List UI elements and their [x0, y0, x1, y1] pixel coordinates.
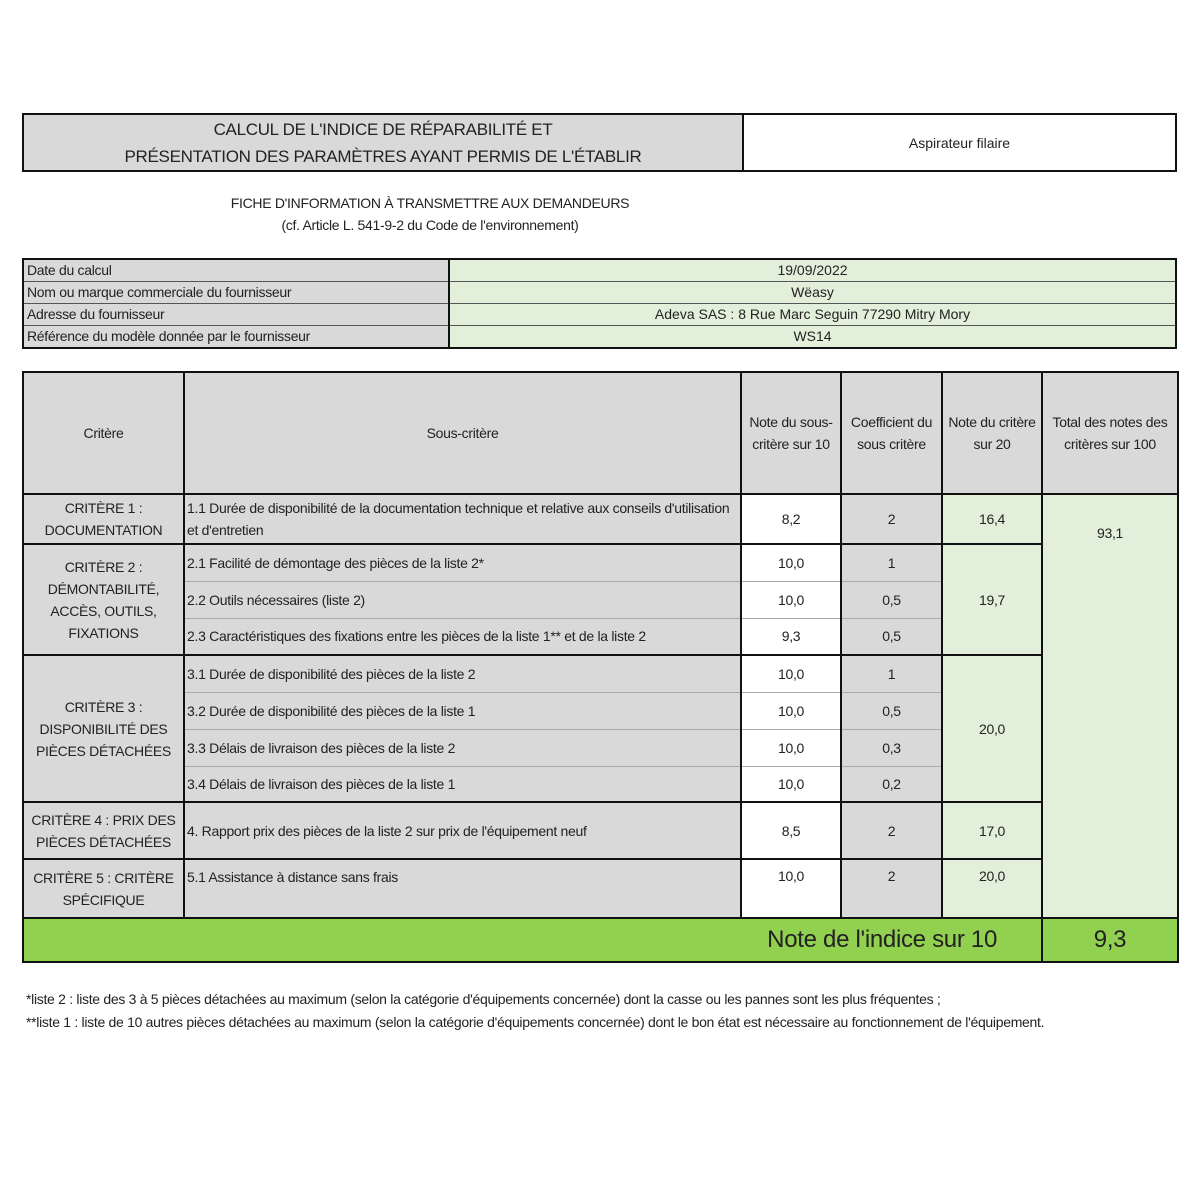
sub-coef: 0,5 — [840, 617, 943, 656]
sub-coef: 2 — [840, 801, 943, 860]
header-coef: Coefficient du sous critère — [840, 371, 943, 495]
info-table: Date du calcul 19/09/2022 Nom ou marque c… — [22, 258, 1177, 349]
sub-coef: 0,3 — [840, 728, 943, 767]
subtitle: FICHE D'INFORMATION À TRANSMETTRE AUX DE… — [0, 192, 860, 236]
header-sous-critere: Sous-critère — [183, 371, 742, 495]
info-value: Wëasy — [449, 281, 1176, 304]
footnote-liste-1: **liste 1 : liste de 10 autres pièces dé… — [26, 1014, 1045, 1030]
sub-coef: 2 — [840, 858, 943, 919]
table-row: CRITÈRE 2 : DÉMONTABILITÉ, ACCÈS, OUTILS… — [22, 543, 1178, 656]
sub-coef: 1 — [840, 654, 943, 693]
criterion-name: CRITÈRE 3 : DISPONIBILITÉ DES PIÈCES DÉT… — [22, 654, 185, 803]
info-row: Référence du modèle donnée par le fourni… — [23, 325, 1176, 349]
sub-note: 10,0 — [740, 728, 842, 767]
info-value: WS14 — [449, 325, 1176, 349]
table-row: 3.4 Délais de livraison des pièces de la… — [23, 765, 1178, 803]
table-row: CRITÈRE 5 : CRITÈRE SPÉCIFIQUE 5.1 Assis… — [22, 858, 1178, 919]
sub-criterion: 2.3 Caractéristiques des fixations entre… — [183, 617, 742, 656]
sub-coef: 2 — [840, 493, 943, 545]
criterion-name: CRITÈRE 1 : DOCUMENTATION — [22, 493, 185, 545]
index-value: 9,3 — [1041, 917, 1179, 963]
title-line-2: PRÉSENTATION DES PARAMÈTRES AYANT PERMIS… — [124, 146, 642, 166]
sub-note: 8,2 — [740, 493, 842, 545]
sub-note: 10,0 — [740, 858, 842, 919]
table-row: CRITÈRE 4 : PRIX DES PIÈCES DÉTACHÉES 4.… — [22, 801, 1178, 860]
sub-criterion: 2.2 Outils nécessaires (liste 2) — [183, 580, 742, 619]
total-score: 93,1 — [1041, 493, 1179, 919]
header-row: Critère Sous-critère Note du sous-critèr… — [22, 371, 1179, 495]
info-row: Nom ou marque commerciale du fournisseur… — [23, 281, 1176, 304]
table-row: 3.3 Délais de livraison des pièces de la… — [23, 728, 1178, 767]
sub-note: 10,0 — [740, 765, 842, 803]
table-row: CRITÈRE 3 : DISPONIBILITÉ DES PIÈCES DÉT… — [22, 654, 1178, 803]
sub-criterion: 2.1 Facilité de démontage des pièces de … — [183, 543, 742, 582]
title-line-1: CALCUL DE L'INDICE DE RÉPARABILITÉ ET — [213, 119, 553, 139]
criterion-name: CRITÈRE 4 : PRIX DES PIÈCES DÉTACHÉES — [22, 801, 185, 860]
document-title: CALCUL DE L'INDICE DE RÉPARABILITÉ ET PR… — [24, 115, 744, 170]
sub-coef: 0,5 — [840, 580, 943, 619]
criterion-note: 20,0 — [941, 858, 1043, 919]
sub-coef: 0,2 — [840, 765, 943, 803]
sub-note: 10,0 — [740, 654, 842, 693]
sub-note: 10,0 — [740, 580, 842, 619]
sub-coef: 1 — [840, 543, 943, 582]
header-note-sous: Note du sous-critère sur 10 — [740, 371, 842, 495]
table-row: 2.3 Caractéristiques des fixations entre… — [23, 617, 1178, 656]
sub-note: 10,0 — [740, 543, 842, 582]
sub-criterion: 3.2 Durée de disponibilité des pièces de… — [183, 691, 742, 730]
criterion-name: CRITÈRE 2 : DÉMONTABILITÉ, ACCÈS, OUTILS… — [22, 543, 185, 656]
sub-criterion: 3.4 Délais de livraison des pièces de la… — [183, 765, 742, 803]
score-table: Critère Sous-critère Note du sous-critèr… — [22, 371, 1179, 963]
index-label: Note de l'indice sur 10 — [22, 917, 1043, 963]
info-row: Date du calcul 19/09/2022 — [23, 259, 1176, 282]
sub-criterion: 3.3 Délais de livraison des pièces de la… — [183, 728, 742, 767]
criterion-note: 19,7 — [941, 543, 1043, 656]
product-category: Aspirateur filaire — [908, 134, 1011, 151]
subtitle-line-1: FICHE D'INFORMATION À TRANSMETTRE AUX DE… — [230, 195, 630, 211]
title-box: CALCUL DE L'INDICE DE RÉPARABILITÉ ET PR… — [22, 113, 1177, 172]
sub-criterion: 1.1 Durée de disponibilité de la documen… — [183, 493, 742, 545]
criterion-note: 17,0 — [941, 801, 1043, 860]
footnote-liste-2: *liste 2 : liste des 3 à 5 pièces détach… — [26, 991, 941, 1007]
info-label: Date du calcul — [23, 259, 450, 282]
criterion-note: 20,0 — [941, 654, 1043, 803]
footnotes: *liste 2 : liste des 3 à 5 pièces détach… — [26, 988, 1126, 1034]
sub-coef: 0,5 — [840, 691, 943, 730]
info-row: Adresse du fournisseur Adeva SAS : 8 Rue … — [23, 303, 1176, 326]
criterion-name: CRITÈRE 5 : CRITÈRE SPÉCIFIQUE — [22, 858, 185, 919]
sub-criterion: 3.1 Durée de disponibilité des pièces de… — [183, 654, 742, 693]
table-row: 3.2 Durée de disponibilité des pièces de… — [23, 691, 1178, 730]
info-label: Nom ou marque commerciale du fournisseur — [23, 281, 450, 304]
sub-note: 9,3 — [740, 617, 842, 656]
subtitle-line-2: (cf. Article L. 541-9-2 du Code de l'env… — [281, 217, 579, 233]
sub-note: 10,0 — [740, 691, 842, 730]
final-row: Note de l'indice sur 10 9,3 — [22, 917, 1179, 963]
header-total: Total des notes des critères sur 100 — [1041, 371, 1179, 495]
info-label: Référence du modèle donnée par le fourni… — [23, 325, 450, 349]
table-row: CRITÈRE 1 : DOCUMENTATION 1.1 Durée de d… — [22, 493, 1179, 919]
header-critere: Critère — [22, 371, 185, 495]
info-label: Adresse du fournisseur — [23, 303, 450, 326]
sub-note: 8,5 — [740, 801, 842, 860]
sub-criterion: 4. Rapport prix des pièces de la liste 2… — [183, 801, 742, 860]
info-value: Adeva SAS : 8 Rue Marc Seguin 77290 Mitr… — [449, 303, 1176, 326]
info-value: 19/09/2022 — [449, 259, 1176, 282]
table-row: 2.2 Outils nécessaires (liste 2) 10,0 0,… — [23, 580, 1178, 619]
header-note-critere: Note du critère sur 20 — [941, 371, 1043, 495]
sub-criterion: 5.1 Assistance à distance sans frais — [183, 858, 742, 919]
criterion-note: 16,4 — [941, 493, 1043, 545]
